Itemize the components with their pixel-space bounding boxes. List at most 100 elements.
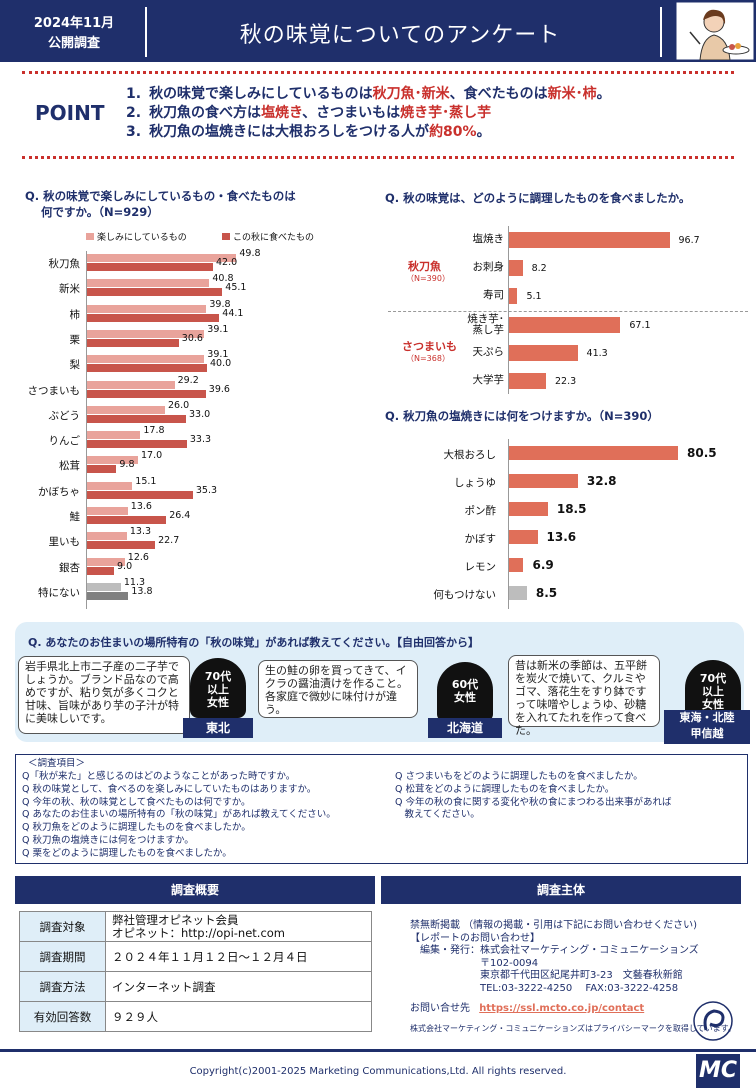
axis-line [508,226,509,394]
axis-line [86,251,87,610]
bar [87,263,213,271]
point-text: 秋刀魚の食べ方は [149,105,262,121]
data-label: 13.6 [546,530,577,544]
bar [87,557,125,566]
point-text: 、さつまいもは [302,105,401,121]
category-label-line: 大学芋 [472,374,505,386]
category-label: 里いも [48,536,81,549]
bar [87,414,186,423]
category-label: 塩焼き [408,234,505,245]
survey-item: Q 今年の秋の食に関する変化や秋の食にまつわる出来事があれば [395,796,672,808]
data-label: 41.3 [586,348,608,359]
point-item: 1. 秋の味覚で楽しみにしているものは秋刀魚･新米、食べたものは新米･柿。 [126,83,611,103]
category-label: 梨 [69,359,81,372]
point-number: 2. [126,105,142,121]
group-label: さつまいも [402,340,457,353]
bar [87,566,114,575]
bar [87,288,223,297]
answer-bubble: 岩手県北上市二子産の二子芋でしょうか。ブランド品なので高めですが、粘り気が多くコ… [18,656,190,734]
contact-line: お問い合せ先 https://ssl.mcto.co.jp/contact [410,1003,645,1014]
answer-bubble: 生の鮭の卵を買ってきて、イクラの醤油漬けを作ること。各家庭で微妙に味付けが違う。 [258,660,418,718]
bar [509,260,523,276]
legend-swatch [86,233,94,240]
page-title: 秋の味覚についてのアンケート [239,23,561,48]
header-bar [0,0,756,62]
bar [87,329,205,338]
bar [509,502,548,516]
header-divider [660,7,662,57]
category-label: 松茸 [59,460,80,473]
point-text: 秋刀魚の塩焼きには大根おろしをつける人が [149,124,430,140]
contact-link[interactable]: https://ssl.mcto.co.jp/contact [479,1003,645,1014]
legend-label: 楽しみにしているもの [97,233,187,243]
category-label: 秋刀魚 [48,258,81,270]
category-label: 銀杏 [59,561,80,574]
data-label: 42.0 [216,257,238,268]
answer-bubble: 昔は新米の季節は、五平餅を炭火で焼いて、クルミやゴマ、落花生をすり鉢ですって味噌… [508,655,660,737]
group-divider [388,311,748,312]
category-label: レモン [464,561,497,573]
legend-swatch [222,233,230,240]
survey-item: Q 秋刀魚の塩焼きには何をつけますか。 [22,834,194,846]
data-label: 13.3 [129,526,152,538]
category-label: 大根おろし [443,449,497,461]
region-label: 東北 [183,718,253,738]
data-label: 6.9 [532,558,554,572]
bar [87,490,193,499]
data-label: 5.1 [526,291,542,302]
bar [509,530,538,544]
overview-table: 調査対象 弊社管理オピネット会員 オピネット：http://opi-net.com … [19,911,372,1032]
data-label: 26.4 [169,510,191,521]
data-label: 33.0 [189,408,211,420]
region-label: 東海・北陸 甲信越 [664,710,750,744]
category-label: 特にない [38,586,80,599]
data-label: 22.7 [158,535,180,547]
bar [509,446,679,460]
category-label: 鮭 [69,511,81,523]
point-highlight: 焼き芋･蒸し芋 [400,105,492,121]
bar [509,373,547,389]
point-text: 。 [476,124,491,140]
survey-items-right: Q さつまいもをどのように調理したものを食べましたか。 Q 松茸をどのように調理し… [395,771,672,822]
data-label: 17.0 [141,450,163,462]
bar [509,474,578,488]
point-text: 。 [596,86,611,102]
footer-bar [0,1049,756,1089]
category-label: 栗 [69,333,81,346]
dotted-divider [22,156,734,159]
table-row: 調査対象 弊社管理オピネット会員 オピネット：http://opi-net.com [19,911,372,942]
q1-title: Q. 秋の味覚で楽しみにしているもの・食べたものは 何ですか。（N=929） [25,189,296,219]
bar [87,541,156,550]
category-label: お刺身 [408,261,505,273]
bar [87,389,206,398]
group-n: （N=368） [406,354,450,363]
bar [87,364,207,373]
q3-title: Q. 秋刀魚の塩焼きには何をつけますか。（N=390） [385,409,659,423]
publisher-line: 〒102-0094 [410,957,539,969]
point-text: 、食べたものは [449,86,548,102]
category-label-line: お刺身 [472,261,505,273]
data-label: 32.8 [586,474,617,488]
group-label: 秋刀魚 [408,260,441,273]
survey-items-left: Q「秋が来た」と感じるのはどのようなことがあった時ですか。 Q 秋の味覚として、食… [22,771,336,861]
category-label: しょうゆ [454,477,496,489]
data-label: 96.7 [678,235,700,246]
bar [87,431,141,440]
point-number: 3. [126,124,142,140]
publisher-line: 東京都千代田区紀尾井町3-23 文藝春秋新館 [410,970,683,981]
publisher-header: 調査主体 [381,876,741,904]
bar [87,313,220,322]
data-label: 17.8 [143,425,165,437]
q2-title: Q. 秋の味覚は、どのように調理したものを食べましたか。 [385,191,691,205]
survey-item: Q 秋の味覚として、食べるのを楽しみにしていたものはありますか。 [22,783,317,795]
bar [87,582,121,591]
bar [87,465,117,474]
survey-item: Q 今年の秋、秋の味覚として食べたものは何ですか。 [22,796,251,808]
category-label: さつまいも [27,384,81,397]
survey-item: Q 栗をどのように調理したものを食べましたか。 [22,847,232,859]
bar [509,317,621,333]
bar [87,591,129,600]
point-highlight: 新米･柿 [547,86,597,102]
data-label: 18.5 [556,502,587,516]
survey-item: Q あなたのお住まいの場所特有の「秋の味覚」があれば教えてください。 [22,809,336,821]
